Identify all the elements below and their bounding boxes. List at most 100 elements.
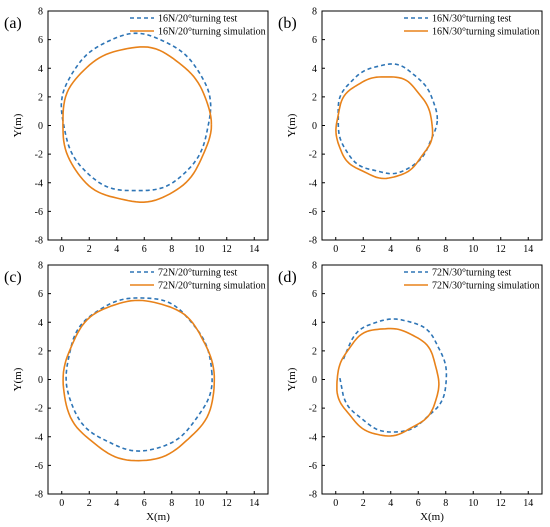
chart-panel-1: 0 2 4 6 8 10 12 14 -8 -6 -4 -2 0 2 4 6 8 Y(m) (a) 16N/20°tu… [4,7,269,255]
panel-label: (a) [4,15,22,32]
x-tick-label: 8 [443,244,448,255]
y-tick-label: -8 [35,490,43,501]
legend-label: 72N/30°turning simulation [432,281,540,292]
x-tick-label: 14 [523,244,533,255]
y-tick-label: 0 [312,375,317,386]
x-tick-label: 12 [222,498,232,509]
y-tick-label: -2 [35,150,43,161]
y-tick-label: -8 [309,236,317,247]
y-tick-label: -2 [309,404,317,415]
x-tick-label: 2 [361,244,366,255]
x-tick-label: 10 [194,244,204,255]
y-tick-label: 0 [38,121,43,132]
x-tick-label: 6 [416,244,421,255]
x-tick-label: 6 [416,498,421,509]
y-tick-label: 0 [312,121,317,132]
x-tick-label: 4 [388,244,393,255]
y-tick-label: 4 [312,64,317,75]
y-tick-label: 4 [38,64,43,75]
y-tick-label: -4 [309,178,317,189]
plot-frame [47,10,269,241]
simulation-curve [336,327,440,437]
legend-label: 72N/20°turning test [158,268,237,279]
y-tick-label: 0 [38,375,43,386]
x-tick-label: 0 [59,498,64,509]
simulation-curve [335,76,434,180]
y-tick-label: -6 [309,461,317,472]
y-tick-label: -4 [35,432,43,443]
y-axis-title: Y(m) [12,113,24,137]
panel-label: (d) [278,269,297,286]
y-tick-label: -2 [309,150,317,161]
x-tick-label: 2 [361,498,366,509]
x-tick-label: 12 [496,244,506,255]
x-tick-label: 14 [249,244,259,255]
y-tick-label: -8 [35,236,43,247]
x-tick-label: 14 [249,498,259,509]
y-tick-label: -4 [309,432,317,443]
x-tick-label: 12 [222,244,232,255]
y-tick-label: -2 [35,404,43,415]
x-axis-title: X(m) [420,511,444,523]
plot-frame [321,264,543,495]
x-tick-label: 6 [142,498,147,509]
x-tick-label: 0 [333,244,338,255]
x-tick-label: 10 [194,498,204,509]
y-tick-label: 8 [312,7,317,18]
y-tick-label: 4 [38,318,43,329]
test-curve [65,297,213,452]
x-tick-label: 10 [468,244,478,255]
y-tick-label: 2 [38,92,43,103]
y-axis-title: Y(m) [12,367,24,391]
x-tick-label: 0 [59,244,64,255]
x-tick-label: 2 [87,244,92,255]
x-tick-label: 0 [333,498,338,509]
x-tick-label: 14 [523,498,533,509]
legend-label: 16N/30°turning test [432,14,511,25]
y-tick-label: -8 [309,490,317,501]
x-tick-label: 4 [114,244,119,255]
x-tick-label: 8 [443,498,448,509]
panel-label: (c) [4,269,22,286]
test-curve [60,32,212,192]
x-tick-label: 4 [388,498,393,509]
simulation-curve [62,299,216,462]
legend-label: 72N/20°turning simulation [158,281,266,292]
y-tick-label: 6 [38,35,43,46]
y-tick-label: -6 [35,207,43,218]
chart-panel-4: 0 2 4 6 8 10 12 14 -8 -6 -4 -2 0 2 4 6 8 Y(m) X(m) (d) 72N/3… [278,261,543,523]
chart-panel-3: 0 2 4 6 8 10 12 14 -8 -6 -4 -2 0 2 4 6 8 Y(m) X(m) (c) 72N/2… [4,261,269,523]
x-tick-label: 8 [169,244,174,255]
x-axis-title: X(m) [146,511,170,523]
x-tick-label: 12 [496,498,506,509]
simulation-curve [62,46,213,203]
y-tick-label: 6 [312,35,317,46]
test-curve [339,318,448,433]
legend-label: 16N/20°turning test [158,14,237,25]
y-tick-label: 2 [312,92,317,103]
x-tick-label: 6 [142,244,147,255]
y-tick-label: 2 [38,346,43,357]
legend-label: 16N/30°turning simulation [432,27,540,38]
y-tick-label: 6 [312,289,317,300]
legend-label: 72N/30°turning test [432,268,511,279]
x-tick-label: 2 [87,498,92,509]
chart-panel-2: 0 2 4 6 8 10 12 14 -8 -6 -4 -2 0 2 4 6 8 Y(m) (b) 16N/30°tu… [278,7,543,255]
y-tick-label: -4 [35,178,43,189]
x-tick-label: 10 [468,498,478,509]
y-axis-title: Y(m) [286,113,298,137]
y-tick-label: 8 [38,261,43,272]
legend-label: 16N/20°turning simulation [158,27,266,38]
test-curve [337,63,439,175]
panel-label: (b) [278,15,297,32]
y-tick-label: 4 [312,318,317,329]
x-tick-label: 8 [169,498,174,509]
y-tick-label: -6 [35,461,43,472]
y-tick-label: 2 [312,346,317,357]
x-tick-label: 4 [114,498,119,509]
y-tick-label: 6 [38,289,43,300]
y-tick-label: 8 [38,7,43,18]
y-axis-title: Y(m) [286,367,298,391]
y-tick-label: 8 [312,261,317,272]
